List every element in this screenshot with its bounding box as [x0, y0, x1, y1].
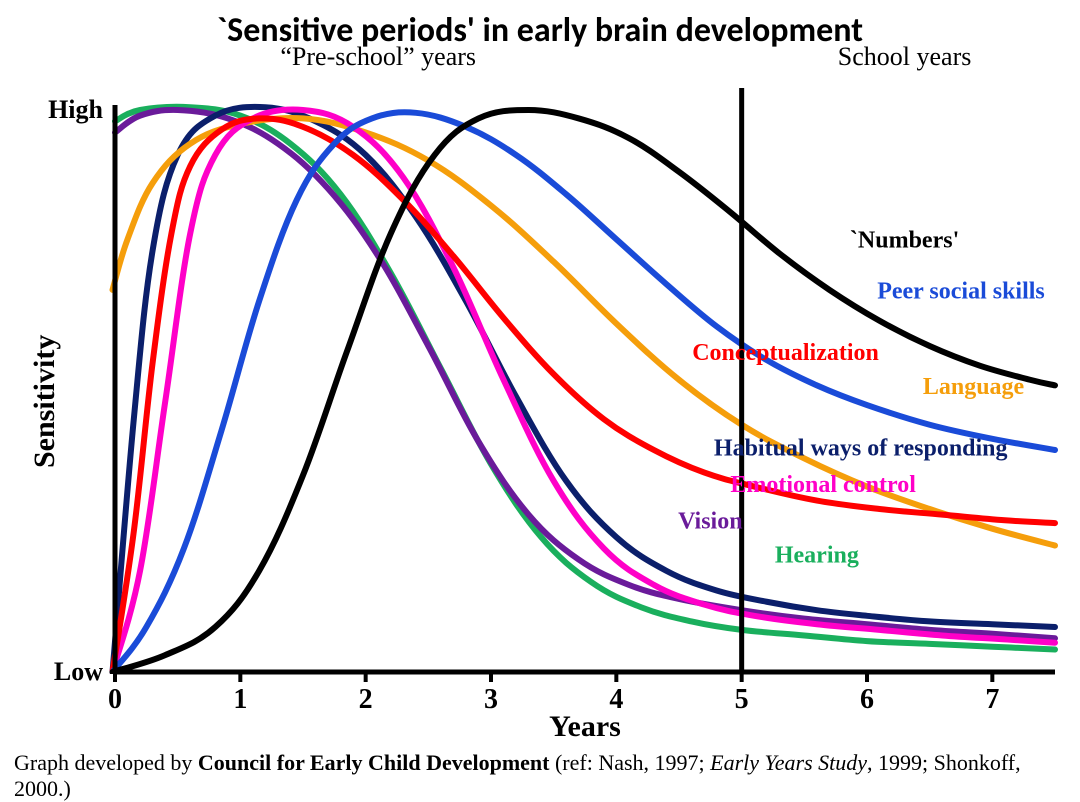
x-tick-label: 7: [985, 684, 999, 715]
x-tick-label: 6: [860, 684, 874, 715]
caption-part: (ref: Nash, 1997;: [549, 750, 710, 775]
series-conceptualization: [112, 118, 1055, 672]
series-label: Vision: [678, 509, 742, 535]
series-habitual-ways-of-responding: [112, 107, 1055, 672]
series-label: Emotional control: [730, 472, 916, 498]
period-label: School years: [838, 42, 972, 71]
series-label: Hearing: [775, 542, 859, 568]
series-vision: [115, 110, 1055, 638]
series-hearing: [115, 107, 1055, 650]
series-label: Peer social skills: [877, 278, 1045, 304]
caption-part: Council for Early Child Development: [198, 750, 550, 775]
chart-svg: 0 1 2 3 4 5 6 7 Low High “Pre-school” years School …: [0, 0, 1080, 801]
x-tick-label: 5: [735, 684, 749, 715]
period-label: “Pre-school” years: [280, 42, 476, 71]
x-tick-label: 0: [108, 684, 122, 715]
x-tick-label: 2: [359, 684, 373, 715]
series-peer-social-skills: [112, 112, 1055, 672]
x-tick-label: 4: [609, 684, 623, 715]
y-tick-label: Low: [54, 657, 103, 686]
caption-part: Graph developed by: [14, 750, 198, 775]
caption-part: Early Years Study: [710, 750, 867, 775]
y-tick-label: High: [48, 95, 103, 124]
series-label: Habitual ways of responding: [714, 436, 1008, 462]
x-tick-label: 3: [484, 684, 498, 715]
series-label: Conceptualization: [692, 340, 879, 366]
x-tick-label: 1: [233, 684, 247, 715]
series-label: `Numbers': [850, 228, 959, 254]
caption: Graph developed by Council for Early Chi…: [14, 750, 1066, 802]
series-numbers: [112, 110, 1055, 672]
series-emotional-control: [112, 110, 1055, 672]
series-label: Language: [923, 374, 1025, 400]
